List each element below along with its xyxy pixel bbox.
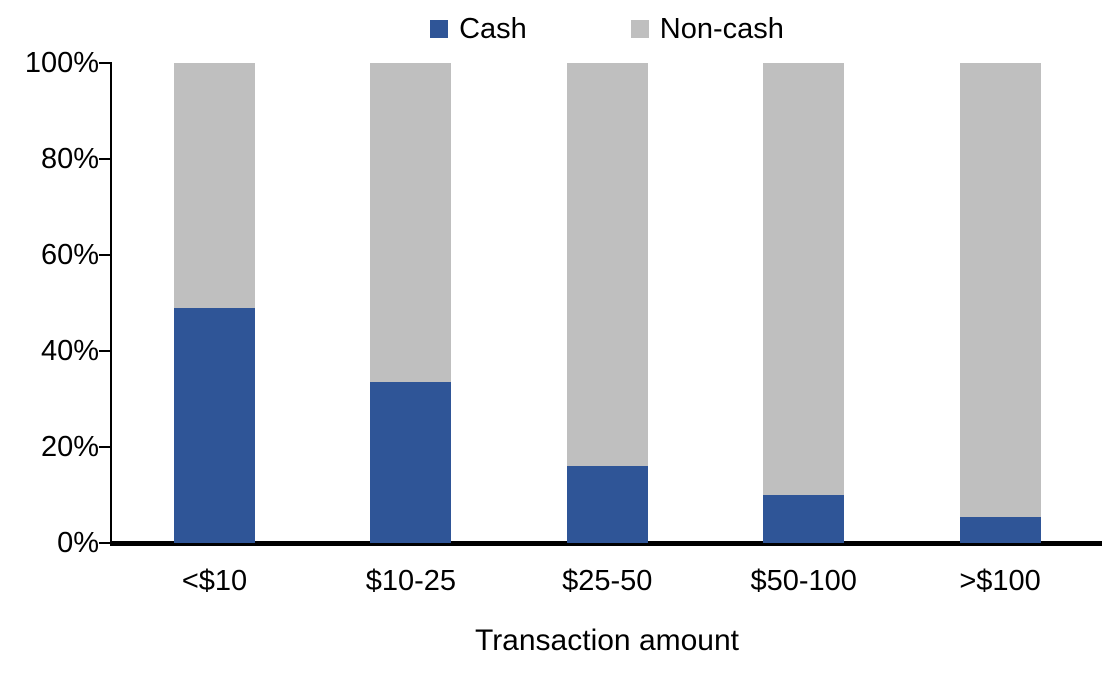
y-tick-label: 20% [40, 431, 99, 463]
y-axis-tick [99, 542, 110, 544]
legend-swatch-icon [630, 20, 649, 38]
bar-segment-non-cash [174, 63, 255, 308]
y-axis-tick [99, 62, 110, 64]
x-axis-line [110, 541, 1102, 546]
bar-segment-non-cash [763, 63, 845, 495]
legend-swatch-icon [430, 20, 449, 38]
bar-segment-cash [959, 516, 1041, 543]
bar-segment-cash [566, 466, 648, 543]
y-tick-label: 60% [40, 239, 99, 271]
legend-item-non-cash: Non-cash [630, 11, 784, 47]
bar-segment-cash [174, 307, 255, 543]
bar-segment-non-cash [959, 63, 1041, 517]
x-tick-label: $25-50 [562, 565, 653, 597]
x-tick-label: $10-25 [365, 565, 457, 597]
bar-segment-cash [763, 495, 845, 543]
legend-item-cash: Cash [430, 11, 527, 47]
legend-label: Cash [459, 13, 527, 45]
y-axis-tick [99, 350, 110, 352]
x-tick-label: >$100 [959, 565, 1041, 597]
x-tick-label: $50-100 [750, 565, 857, 597]
y-axis-tick [99, 158, 110, 160]
legend-label: Non-cash [659, 13, 784, 45]
y-axis-tick [99, 446, 110, 448]
bar-segment-non-cash [370, 63, 452, 383]
x-tick-label: <$10 [181, 565, 248, 597]
bar-segment-cash [370, 382, 452, 543]
y-axis-tick [99, 254, 110, 256]
x-axis-title: Transaction amount [474, 624, 740, 657]
bar-segment-non-cash [566, 63, 648, 467]
y-tick-label: 100% [24, 47, 99, 79]
y-tick-label: 80% [40, 143, 99, 175]
y-axis-line [110, 62, 112, 546]
legend: Cash Non-cash [112, 11, 1102, 47]
y-tick-label: 0% [57, 527, 99, 559]
y-tick-label: 40% [40, 335, 99, 367]
